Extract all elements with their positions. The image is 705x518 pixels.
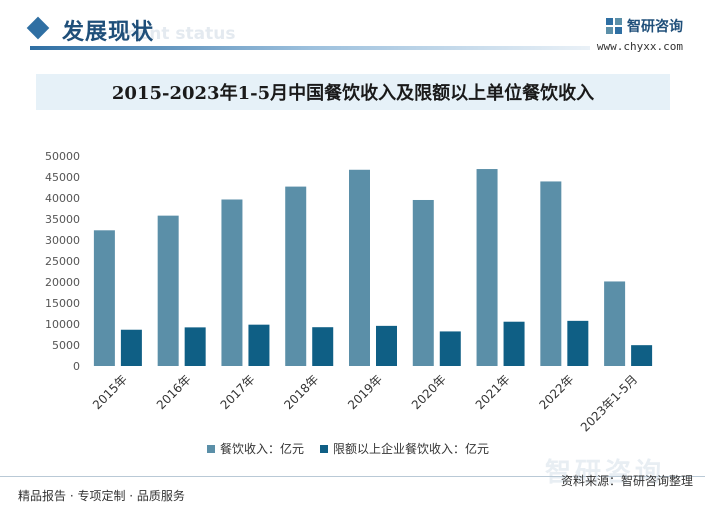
bar-series1 (540, 181, 562, 366)
bar-series1 (221, 199, 243, 366)
y-axis: 0 5000 10000 15000 20000 25000 30000 35000 40000… (45, 150, 80, 373)
bar-series2 (439, 331, 461, 366)
bar-series2 (312, 327, 334, 366)
brand-name: 智研咨询 (627, 19, 683, 35)
y-tick-label: 0 (73, 360, 80, 373)
bar-series1 (412, 199, 434, 366)
bar-series2 (503, 321, 525, 366)
bar-series1 (476, 169, 498, 366)
x-tick-label: 2023年1-5月 (578, 372, 640, 434)
y-tick-label: 10000 (45, 318, 80, 331)
header: ment status 发展现状 智研咨询 www.chyxx.com (0, 0, 705, 68)
legend-label-series1: 餐饮收入：亿元 (220, 442, 305, 456)
x-tick-label: 2022年 (536, 372, 576, 412)
section-title: 发展现状 (62, 20, 155, 45)
y-tick-label: 50000 (45, 150, 80, 163)
chart-title-box: 2015-2023年1-5月中国餐饮收入及限额以上单位餐饮收入 (36, 74, 670, 110)
bar-series1 (285, 186, 307, 366)
source-note: 资料来源：智研咨询整理 (560, 474, 693, 488)
bar-series2 (120, 329, 142, 366)
x-tick-label: 2015年 (90, 372, 130, 412)
bar-series2 (567, 320, 589, 366)
brand-logo-icon (606, 18, 622, 34)
section-divider (30, 46, 590, 50)
x-tick-label: 2018年 (281, 372, 321, 412)
bar-series1 (157, 215, 179, 366)
legend-item-series1: 餐饮收入：亿元 (207, 440, 304, 457)
bar-chart: 0 5000 10000 15000 20000 25000 30000 35000 40000… (45, 150, 653, 435)
y-tick-label: 5000 (52, 339, 80, 352)
legend-item-series2: 限额以上企业餐饮收入：亿元 (320, 440, 489, 457)
brand-url: www.chyxx.com (596, 40, 683, 53)
x-tick-label: 2021年 (473, 372, 513, 412)
y-tick-label: 30000 (45, 234, 80, 247)
y-tick-label: 40000 (45, 192, 80, 205)
bar-series1 (93, 230, 115, 366)
y-tick-label: 35000 (45, 213, 80, 226)
diamond-icon (26, 16, 50, 40)
y-tick-label: 15000 (45, 297, 80, 310)
x-tick-label: 2020年 (409, 372, 449, 412)
y-tick-label: 25000 (45, 255, 80, 268)
x-tick-label: 2016年 (154, 372, 194, 412)
x-tick-label: 2017年 (218, 372, 258, 412)
bar-series1 (349, 169, 370, 366)
legend-label-series2: 限额以上企业餐饮收入：亿元 (333, 442, 490, 456)
brand: 智研咨询 www.chyxx.com (597, 16, 683, 53)
bars (93, 169, 653, 366)
legend: 餐饮收入：亿元 限额以上企业餐饮收入：亿元 (207, 440, 489, 457)
footer-watermark: 智研咨询 (544, 458, 665, 488)
x-axis: 2015年 2016年 2017年 2018年 2019年 2020年 2021年 2022年… (90, 372, 640, 434)
footer-tagline: 精品报告 · 专项定制 · 品质服务 (18, 489, 185, 503)
footer-divider (0, 476, 705, 477)
y-tick-label: 20000 (45, 276, 80, 289)
bar-series1 (604, 281, 626, 366)
x-tick-label: 2019年 (345, 372, 385, 412)
y-tick-label: 45000 (45, 171, 80, 184)
legend-swatch-series2 (320, 444, 329, 453)
bar-series2 (631, 345, 653, 366)
chart-title: 2015-2023年1-5月中国餐饮收入及限额以上单位餐饮收入 (111, 83, 595, 104)
bar-series2 (184, 327, 206, 366)
bar-series2 (248, 324, 270, 366)
legend-swatch-series1 (207, 444, 215, 453)
bar-series2 (376, 325, 397, 366)
